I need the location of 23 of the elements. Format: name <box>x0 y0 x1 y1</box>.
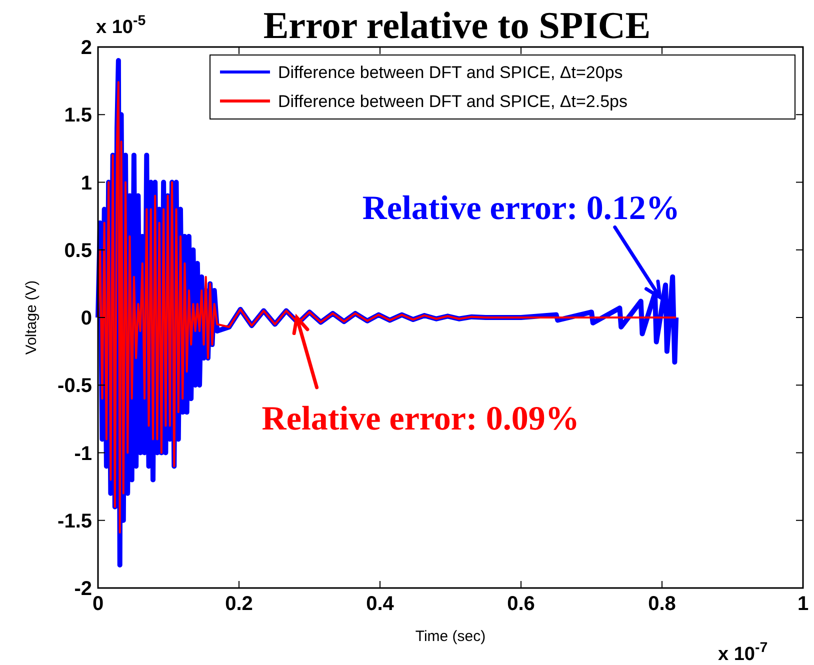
y-axis-title: Voltage (V) <box>23 280 40 355</box>
text: x 10$^{-7}$ <box>718 640 768 665</box>
y-tick-label: 0 <box>80 308 92 330</box>
chart-title: Error relative to SPICE <box>263 5 651 47</box>
y-tick-label: 2 <box>80 37 92 59</box>
text: x 10$^{-5}$ <box>96 13 146 38</box>
y-tick-label: -1 <box>74 442 92 465</box>
annotation: Relative error: 0.09% <box>262 400 580 438</box>
legend-label: Difference between DFT and SPICE, Δt=2.5ps <box>278 92 628 111</box>
x-tick-label: 0.8 <box>648 593 676 615</box>
y-tick-label: 0.5 <box>64 240 92 262</box>
x-tick-label: 0.4 <box>366 593 395 615</box>
y-tick-label: -2 <box>74 578 92 600</box>
annotation: Relative error: 0.12% <box>362 190 680 228</box>
y-tick-label: -0.5 <box>58 375 92 398</box>
x-tick-label: 0.2 <box>225 593 253 615</box>
x-tick-label: 1 <box>797 593 809 615</box>
y-tick-label: 1 <box>80 172 92 194</box>
y-tick-label: -1.5 <box>58 510 92 532</box>
x-tick-label: 0.6 <box>507 593 535 615</box>
y-tick-label: 1.5 <box>64 104 92 127</box>
legend-label: Difference between DFT and SPICE, Δt=20ps <box>278 63 623 82</box>
x-axis-title: Time (sec) <box>415 628 486 645</box>
